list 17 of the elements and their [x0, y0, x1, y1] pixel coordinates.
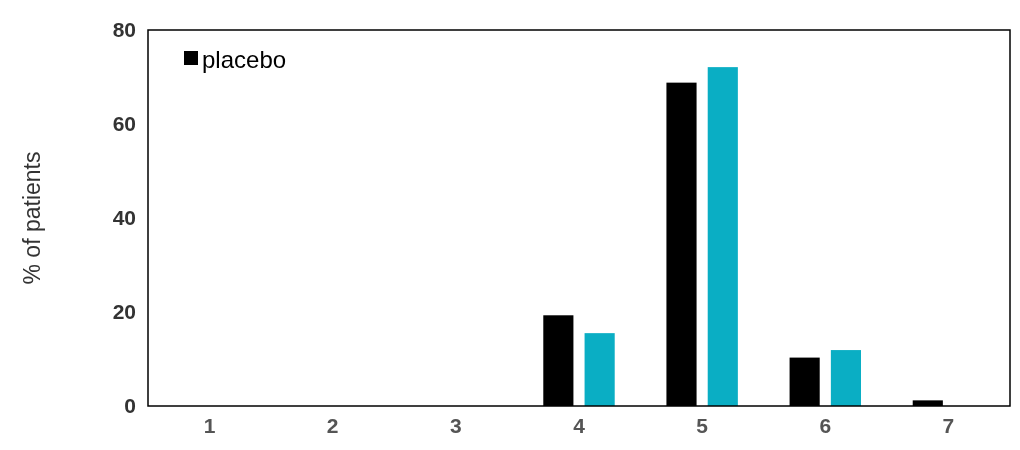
bar — [707, 67, 738, 406]
legend-label: placebo — [202, 46, 287, 74]
x-tick-label: 3 — [450, 414, 462, 437]
y-tick-label: 20 — [112, 300, 136, 324]
x-tick-label: 4 — [573, 414, 586, 437]
x-tick-label: 6 — [819, 414, 832, 437]
y-tick-label: 60 — [112, 112, 136, 136]
y-tick-label: 40 — [112, 206, 136, 230]
y-tick-label: 80 — [112, 18, 136, 42]
y-tick-label: 0 — [124, 394, 136, 418]
x-tick-label: 2 — [326, 414, 339, 437]
x-tick-label: 7 — [942, 414, 955, 437]
x-tick-label: 5 — [696, 414, 709, 437]
bar — [830, 350, 861, 406]
x-tick-label: 1 — [203, 414, 216, 437]
y-axis-title: % of patients — [19, 151, 45, 285]
bar — [584, 333, 615, 406]
